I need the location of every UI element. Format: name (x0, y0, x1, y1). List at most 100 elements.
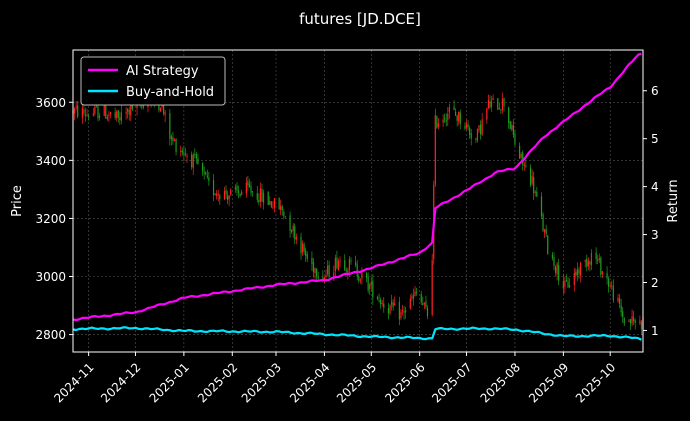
candle-body (498, 107, 500, 110)
right-tick-label: 3 (651, 228, 659, 242)
candle-body (618, 298, 621, 305)
candle-body (202, 162, 204, 171)
candle-body (183, 152, 185, 155)
candle-body (251, 191, 254, 193)
candle-body (247, 181, 249, 186)
candle-body (295, 236, 297, 240)
candle-body (633, 317, 635, 321)
candle-body (598, 258, 600, 260)
candle-body (400, 311, 402, 319)
candle-body (486, 108, 488, 120)
candle-body (464, 125, 466, 129)
candle-body (336, 257, 338, 269)
candle-body (75, 106, 77, 108)
candle-body (105, 105, 107, 119)
candle-body (414, 291, 416, 297)
candle-body (612, 285, 614, 301)
candle-body (119, 117, 121, 120)
candle-body (117, 110, 119, 118)
candle-body (558, 265, 560, 281)
candle-body (519, 145, 521, 159)
candle-body (130, 103, 132, 116)
legend-label-strategy: AI Strategy (126, 64, 199, 79)
candle-body (425, 301, 427, 308)
candle-body (475, 138, 477, 140)
chart-title: futures [JD.DCE] (299, 10, 421, 28)
candle-body (511, 125, 513, 130)
candle-body (289, 215, 291, 231)
candle-body (326, 265, 329, 275)
candle-body (334, 257, 336, 272)
candle-body (97, 106, 99, 119)
candle-body (609, 285, 611, 287)
candle-body (611, 285, 613, 287)
candle-body (412, 295, 415, 300)
candle-body (514, 133, 516, 145)
candle-body (228, 195, 230, 200)
left-tick-label: 3000 (35, 270, 66, 284)
candle-body (405, 309, 407, 313)
candle-body (383, 303, 385, 308)
candle-body (339, 260, 341, 262)
candle-body (623, 318, 625, 324)
candle-body (554, 266, 557, 273)
candle-body (597, 259, 599, 261)
candle-body (487, 99, 489, 109)
candle-body (294, 226, 296, 240)
candle-body (380, 299, 382, 305)
candle-body (333, 272, 335, 278)
candle-body (601, 271, 603, 274)
candle-body (328, 264, 330, 278)
candle-body (447, 113, 449, 121)
candle-body (300, 236, 302, 254)
candle-body (587, 260, 589, 267)
candle-body (164, 112, 166, 115)
candle-body (520, 153, 522, 158)
candle-body (372, 280, 374, 298)
left-tick-label: 3200 (35, 212, 66, 226)
plot-frame (72, 49, 644, 353)
candle-body (230, 189, 232, 195)
candle-body (467, 124, 469, 128)
candle-body (186, 156, 188, 158)
candle-body (88, 115, 90, 117)
candle-body (278, 197, 280, 210)
candle-body (206, 175, 208, 178)
candle-body (620, 304, 622, 313)
candle-body (84, 114, 87, 116)
candle-body (217, 194, 219, 196)
candle-body (73, 108, 76, 114)
candle-body (459, 112, 461, 124)
candle-body (303, 244, 305, 252)
candle-body (350, 260, 352, 262)
candle-body (325, 274, 327, 277)
candle-body (608, 278, 610, 287)
candle-body (175, 139, 177, 152)
candle-body (523, 164, 525, 167)
candle-body (256, 193, 258, 200)
candle-body (458, 112, 460, 122)
candle-body (361, 271, 363, 279)
candle-body (522, 152, 524, 165)
candle-body (579, 263, 582, 276)
candle-body (365, 272, 368, 278)
candle-body (239, 193, 241, 197)
candle-body (81, 108, 83, 118)
candle-body (509, 121, 511, 130)
candle-body (269, 200, 271, 205)
candle-body (456, 115, 458, 121)
candle-body (98, 115, 101, 118)
candle-body (634, 320, 636, 324)
candle-body (512, 125, 514, 135)
candle-body (455, 111, 457, 116)
candle-body (77, 105, 79, 117)
candle-body (237, 190, 240, 194)
candle-body (479, 124, 482, 134)
legend: AI Strategy Buy-and-Hold (80, 56, 226, 106)
candle-body (108, 114, 110, 117)
candle-body (359, 279, 361, 281)
candle-body (533, 177, 535, 193)
candle-body (465, 123, 468, 129)
candle-body (562, 280, 564, 289)
candle-body (578, 269, 580, 274)
